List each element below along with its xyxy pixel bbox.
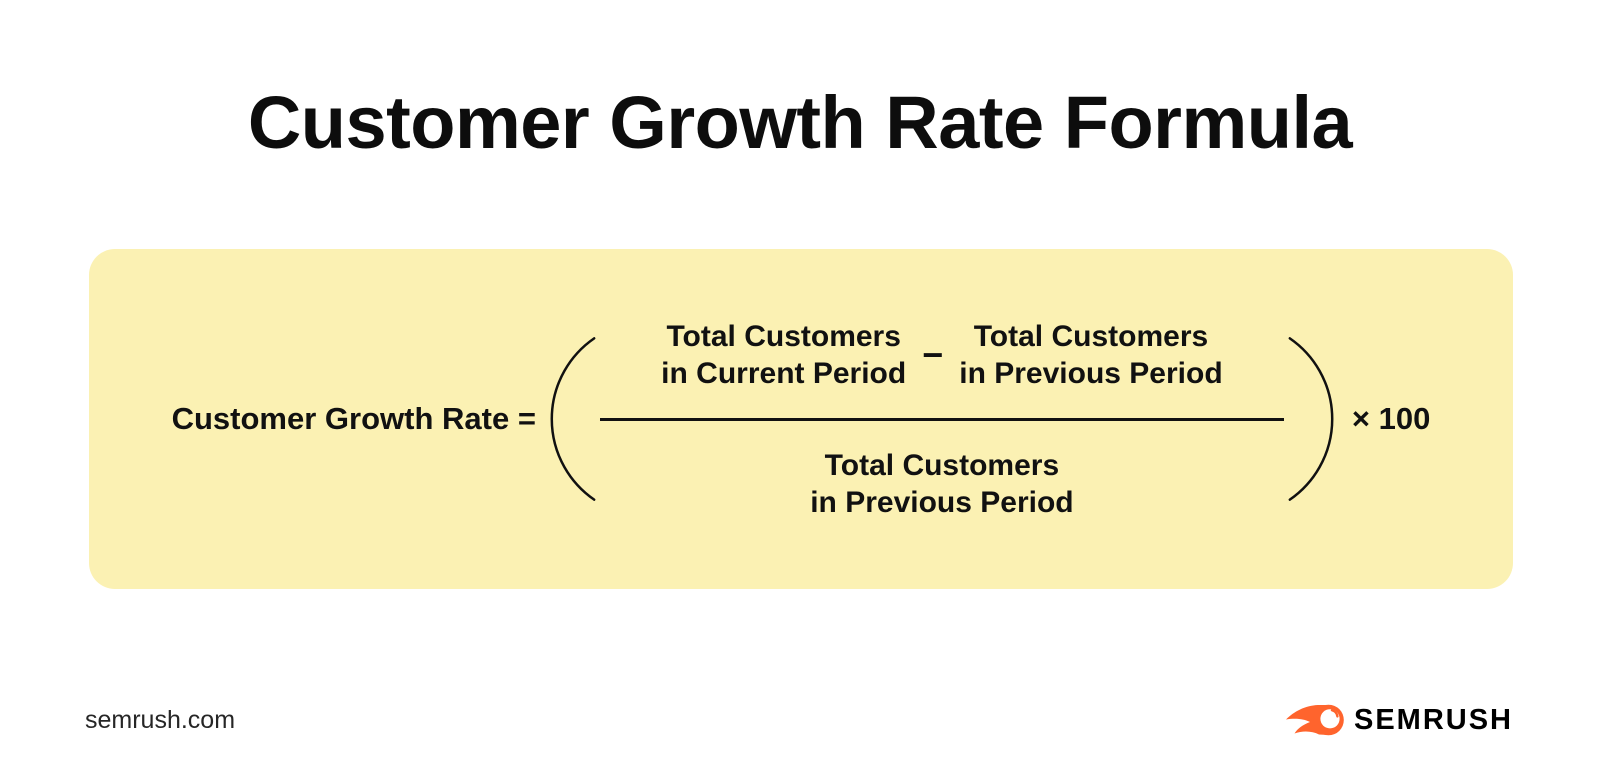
semrush-logo: SEMRUSH <box>1285 703 1513 737</box>
formula-card: Customer Growth Rate = Total Customers i… <box>89 249 1513 589</box>
term-line: Total Customers <box>973 319 1209 353</box>
term-line: in Previous Period <box>810 485 1074 519</box>
page-title: Customer Growth Rate Formula <box>247 81 1353 164</box>
semrush-flame-icon <box>1285 704 1344 736</box>
open-parenthesis-icon <box>550 337 596 501</box>
term-line: in Previous Period <box>959 356 1223 390</box>
multiplier-label: × 100 <box>1351 401 1431 436</box>
denominator-term: Total Customers in Previous Period <box>810 447 1073 521</box>
term-line: in Current Period <box>661 356 907 390</box>
numerator-term-current: Total Customers in Current Period <box>661 318 906 392</box>
footer: semrush.com SEMRUSH <box>85 700 1513 740</box>
numerator-term-previous: Total Customers in Previous Period <box>959 318 1222 392</box>
term-line: Total Customers <box>666 319 901 353</box>
formula-row: Customer Growth Rate = Total Customers i… <box>89 249 1513 589</box>
close-parenthesis-icon <box>1288 337 1334 501</box>
term-line: Total Customers <box>824 448 1060 482</box>
source-url: semrush.com <box>85 705 236 734</box>
fraction-line <box>599 417 1284 421</box>
minus-operator: − <box>922 333 944 375</box>
fraction-numerator: Total Customers in Current Period − Tota… <box>661 318 1222 392</box>
formula-lhs-label: Customer Growth Rate = <box>171 401 536 436</box>
fraction: Total Customers in Current Period − Tota… <box>599 318 1284 521</box>
semrush-logotype: SEMRUSH <box>1353 703 1513 736</box>
